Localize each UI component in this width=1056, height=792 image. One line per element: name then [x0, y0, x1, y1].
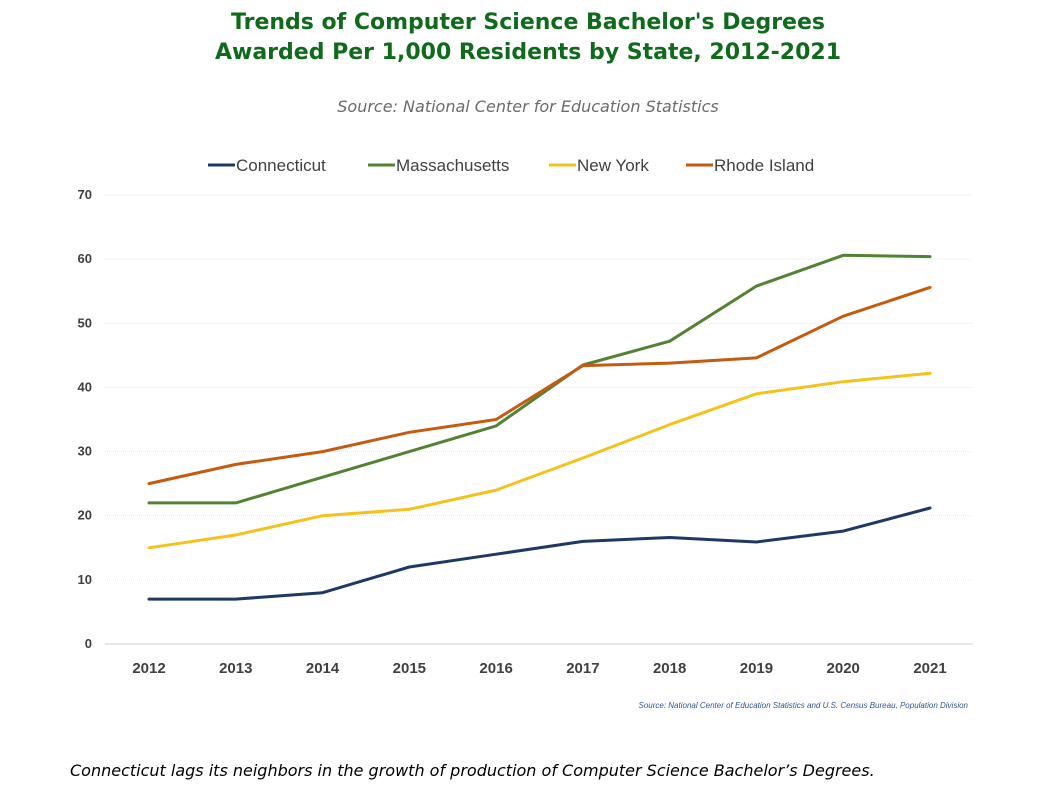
legend-label: New York — [577, 156, 649, 175]
series-line-rhode-island — [147, 285, 932, 486]
legend-item-new-york: New York — [549, 156, 649, 175]
gridlines — [105, 194, 973, 645]
y-tick-label: 30 — [78, 444, 92, 459]
legend: Connecticut Massachusetts New York Rhode Is… — [208, 156, 814, 175]
x-tick-label: 2021 — [913, 660, 946, 677]
line-chart: Connecticut Massachusetts New York Rhode Is… — [78, 156, 973, 710]
series-line-connecticut — [147, 506, 932, 601]
y-tick-label: 60 — [78, 251, 92, 266]
y-tick-label: 50 — [78, 315, 92, 330]
legend-item-massachusetts: Massachusetts — [368, 156, 509, 175]
legend-item-connecticut: Connecticut — [208, 156, 326, 175]
legend-label: Rhode Island — [714, 156, 814, 175]
chart-title-line-2: Awarded Per 1,000 Residents by State, 20… — [214, 40, 842, 65]
x-tick-label: 2012 — [132, 660, 165, 677]
x-axis-ticks: 2012 2013 2014 2015 2016 2017 2018 2019 2020 2021 — [132, 660, 946, 677]
series-line-massachusetts — [147, 253, 932, 505]
legend-item-rhode-island: Rhode Island — [686, 156, 814, 175]
y-tick-label: 70 — [78, 187, 92, 202]
y-tick-label: 20 — [78, 508, 92, 523]
chart-caption: Connecticut lags its neighbors in the gr… — [70, 761, 875, 780]
series-line-new-york — [147, 371, 932, 550]
x-tick-label: 2016 — [479, 660, 512, 677]
y-tick-label: 40 — [78, 379, 92, 394]
x-tick-label: 2013 — [219, 660, 252, 677]
x-tick-label: 2018 — [653, 660, 686, 677]
y-tick-label: 10 — [78, 572, 92, 587]
series-lines — [147, 253, 932, 601]
chart-title: Trends of Computer Science Bachelor's De… — [0, 8, 1056, 68]
x-tick-label: 2014 — [306, 660, 340, 677]
x-tick-label: 2015 — [393, 660, 426, 677]
x-tick-label: 2019 — [740, 660, 773, 677]
source-note: Source: National Center of Education Sta… — [638, 701, 968, 710]
chart-subtitle: Source: National Center for Education St… — [337, 97, 719, 116]
legend-label: Massachusetts — [396, 156, 509, 175]
x-tick-label: 2017 — [566, 660, 599, 677]
y-axis-ticks: 0 10 20 30 40 50 60 70 — [78, 187, 92, 651]
chart-title-line-1: Trends of Computer Science Bachelor's De… — [231, 10, 825, 35]
x-tick-label: 2020 — [827, 660, 860, 677]
legend-label: Connecticut — [236, 156, 326, 175]
y-tick-label: 0 — [85, 636, 92, 651]
